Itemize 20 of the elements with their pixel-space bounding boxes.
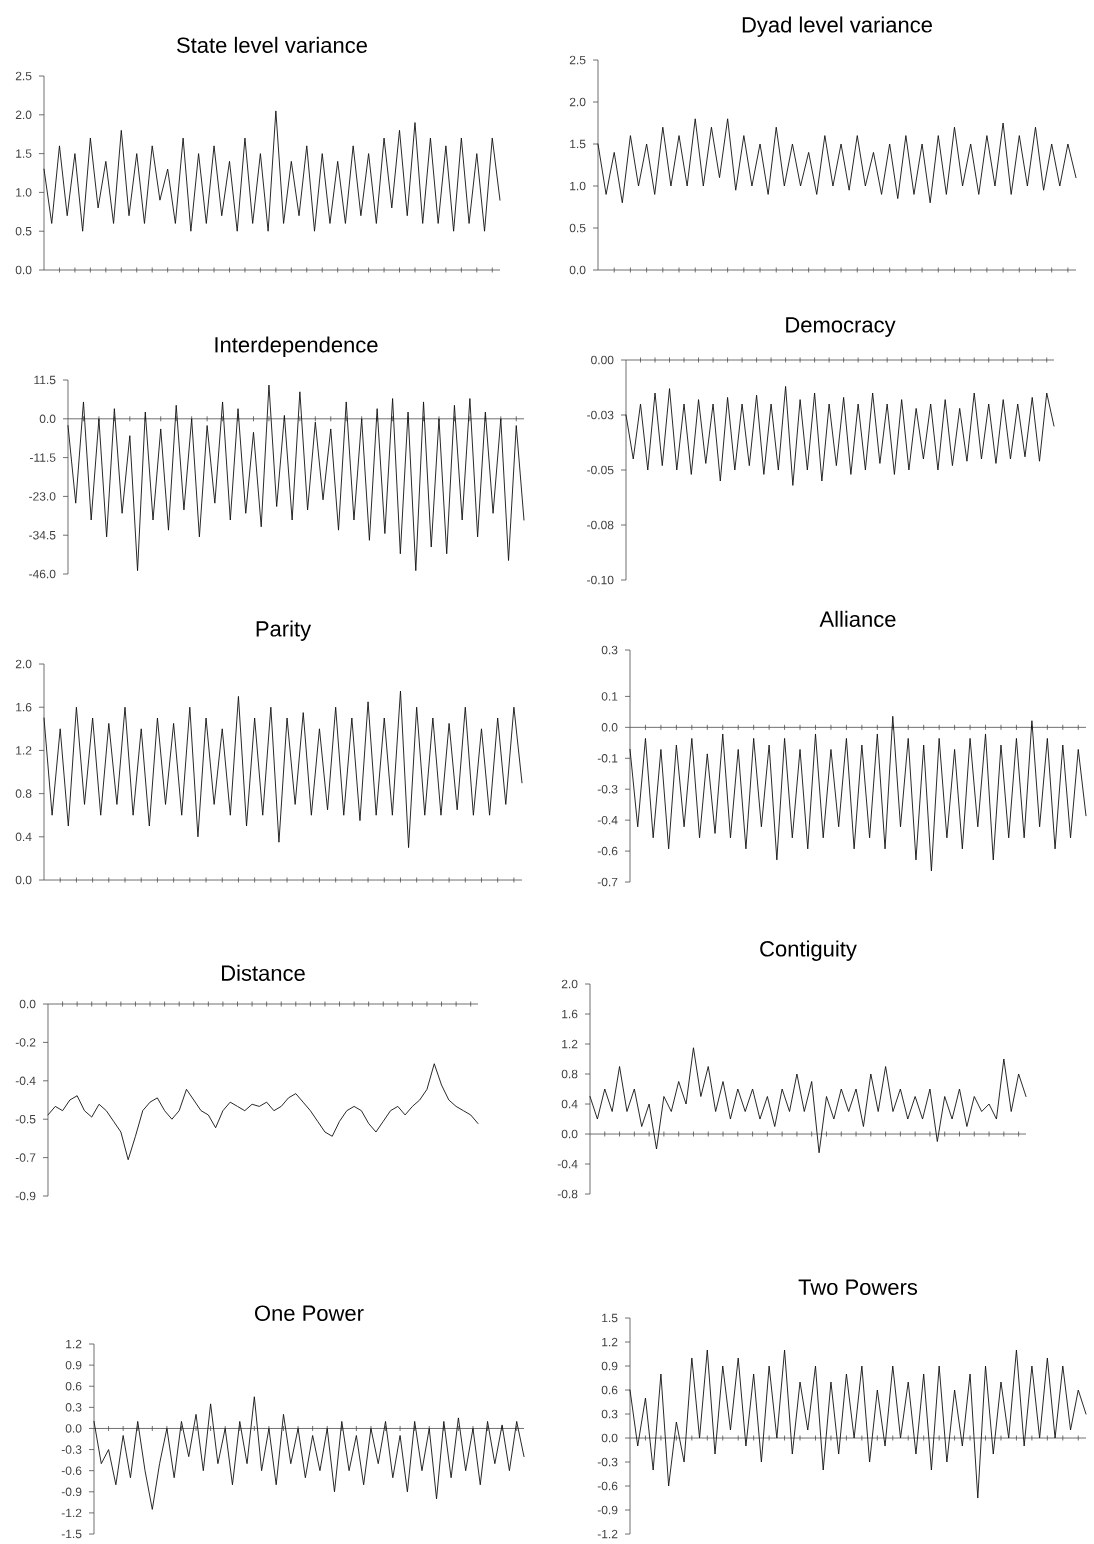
chart-title: Dyad level variance (742, 16, 932, 37)
line-series (597, 118, 1077, 204)
chart-title: Alliance (819, 610, 896, 627)
chart-title: State level variance (177, 36, 367, 53)
line-series (629, 1349, 1087, 1499)
chart-title: Parity (256, 620, 312, 641)
line-series (67, 384, 525, 572)
chart-title: Two Powers (798, 1279, 918, 1295)
line-series (43, 110, 501, 232)
line-series (93, 1396, 525, 1510)
line-series (47, 1063, 479, 1161)
chart-title: Interdependence (215, 336, 378, 357)
chart-title: Contiguity (760, 940, 857, 961)
line-series (625, 385, 1055, 486)
chart-title: Distance (222, 964, 305, 981)
line-series (43, 690, 523, 849)
chart-title: One Power (255, 1305, 364, 1321)
chart-title: Democracy (786, 317, 896, 337)
line-series (589, 1047, 1027, 1154)
line-series (629, 715, 1087, 872)
